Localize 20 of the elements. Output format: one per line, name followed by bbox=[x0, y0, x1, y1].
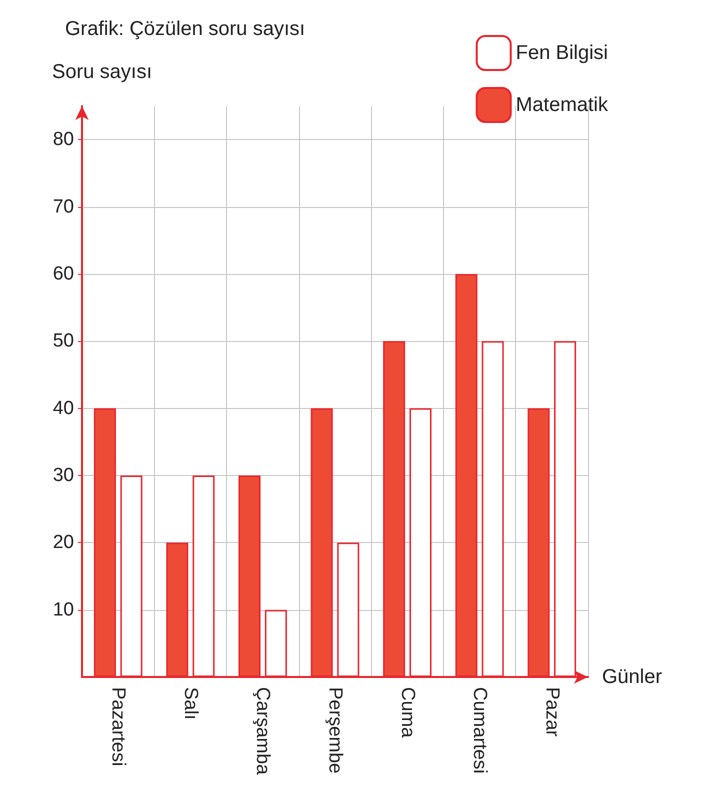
x-tick-label: Cumartesi bbox=[469, 687, 490, 774]
y-tick-label: 80 bbox=[52, 129, 74, 150]
y-tick-label: 10 bbox=[52, 599, 74, 620]
y-tick-label: 40 bbox=[52, 398, 74, 419]
x-axis-title: Günler bbox=[602, 666, 662, 688]
chart-title: Grafik: Çözülen soru sayısı bbox=[65, 18, 306, 40]
legend-label: Matematik bbox=[516, 94, 609, 116]
x-tick-label: Pazartesi bbox=[108, 687, 129, 766]
x-tick-label: Çarşamba bbox=[252, 687, 274, 776]
x-tick-label: Perşembe bbox=[324, 687, 346, 774]
y-tick-label: 20 bbox=[52, 532, 74, 554]
y-tick-label: 70 bbox=[52, 196, 74, 218]
y-tick-label: 30 bbox=[52, 464, 74, 486]
y-tick-label: 60 bbox=[52, 263, 74, 284]
y-axis-title: Soru sayısı bbox=[52, 61, 152, 83]
x-tick-label: Cuma bbox=[396, 687, 418, 738]
x-tick-label: Salı bbox=[180, 687, 201, 720]
y-tick-label: 50 bbox=[52, 330, 74, 352]
x-tick-label: Pazar bbox=[541, 687, 562, 738]
legend-label: Fen Bilgisi bbox=[516, 42, 608, 64]
